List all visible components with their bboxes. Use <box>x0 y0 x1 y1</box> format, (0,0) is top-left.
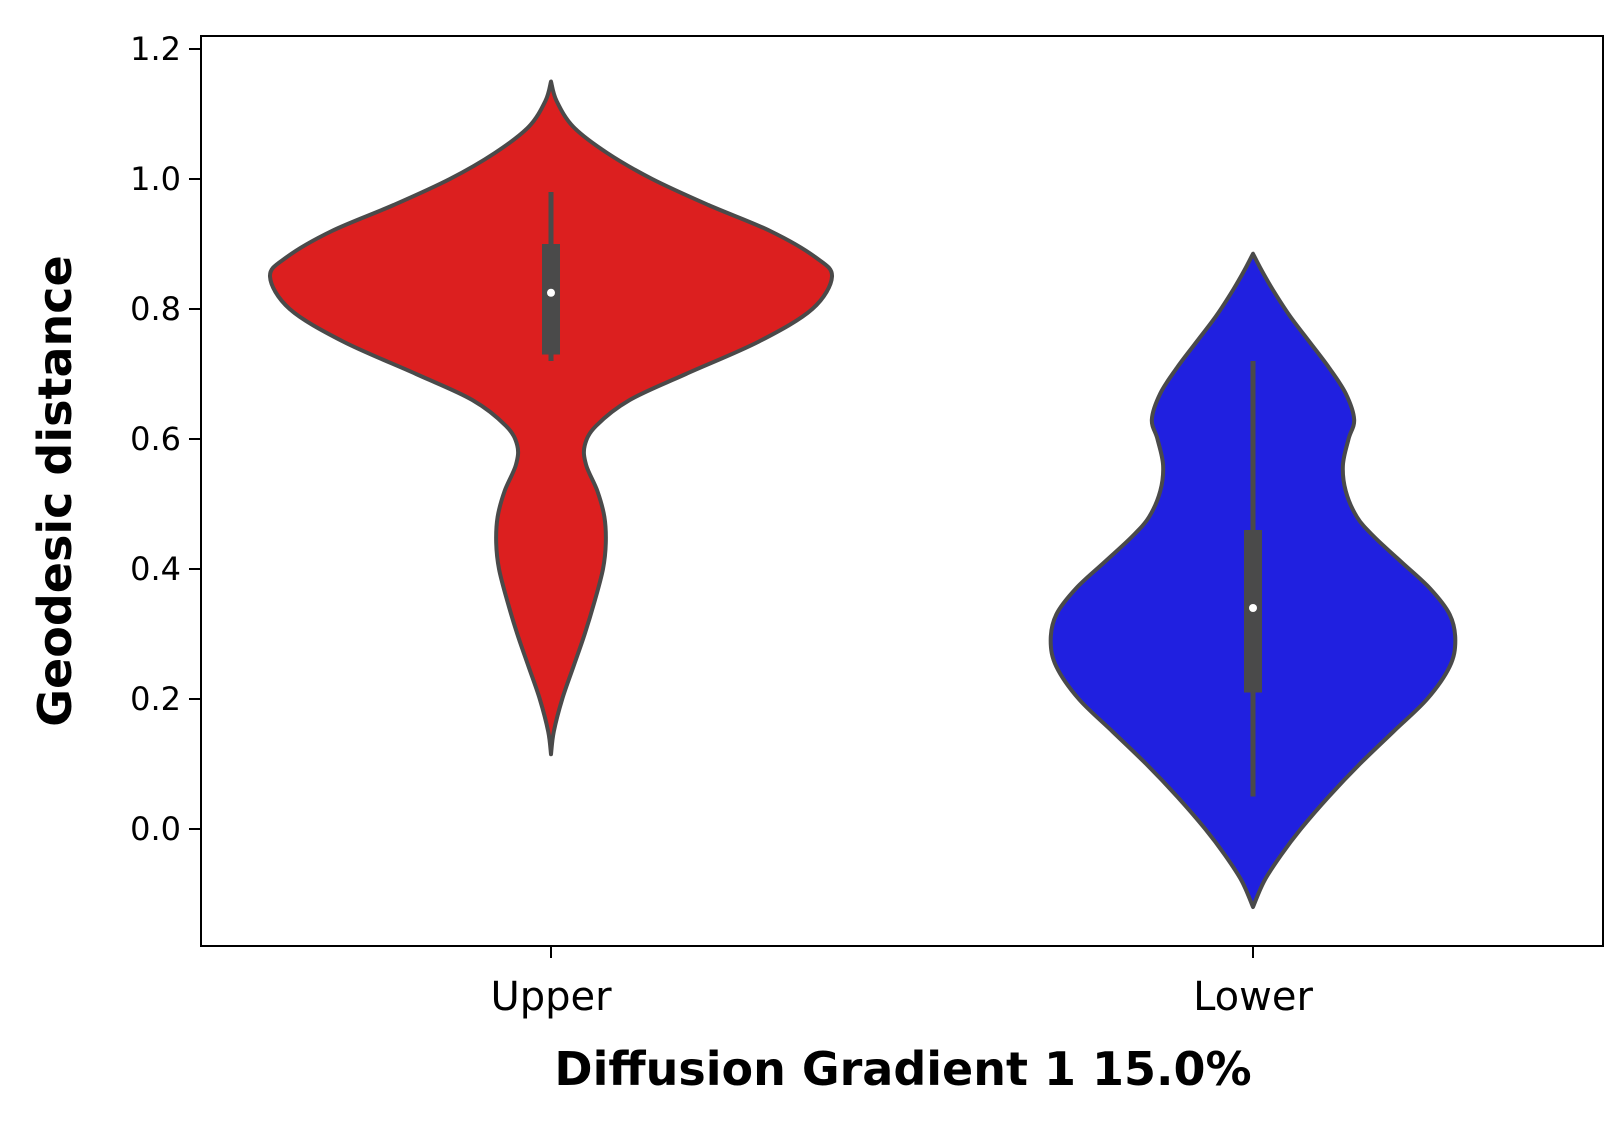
median-marker-upper <box>547 288 555 297</box>
y-tick-label: 0.8 <box>130 290 181 328</box>
box-layer <box>542 192 1262 797</box>
iqr-box-upper <box>542 244 560 355</box>
x-axis: Upper Lower <box>490 946 1313 1020</box>
violin-layer <box>268 79 1458 909</box>
y-tick-label: 1.0 <box>130 160 181 198</box>
y-axis-title: Geodesic distance <box>28 255 82 726</box>
y-tick-label: 0.0 <box>130 810 181 848</box>
plot-frame <box>200 35 1604 947</box>
x-axis-title: Diffusion Gradient 1 15.0% <box>554 1042 1251 1096</box>
y-tick-label: 0.6 <box>130 420 181 458</box>
y-axis: 0.0 0.2 0.4 0.6 0.8 1.0 1.2 <box>130 30 201 848</box>
x-tick-label-upper: Upper <box>490 974 612 1020</box>
violin-upper <box>268 79 834 757</box>
x-tick-label-lower: Lower <box>1193 974 1313 1020</box>
median-marker-lower <box>1249 604 1257 612</box>
y-tick-label: 0.2 <box>130 680 181 718</box>
y-tick-label: 0.4 <box>130 550 181 588</box>
y-tick-label: 1.2 <box>130 30 181 68</box>
